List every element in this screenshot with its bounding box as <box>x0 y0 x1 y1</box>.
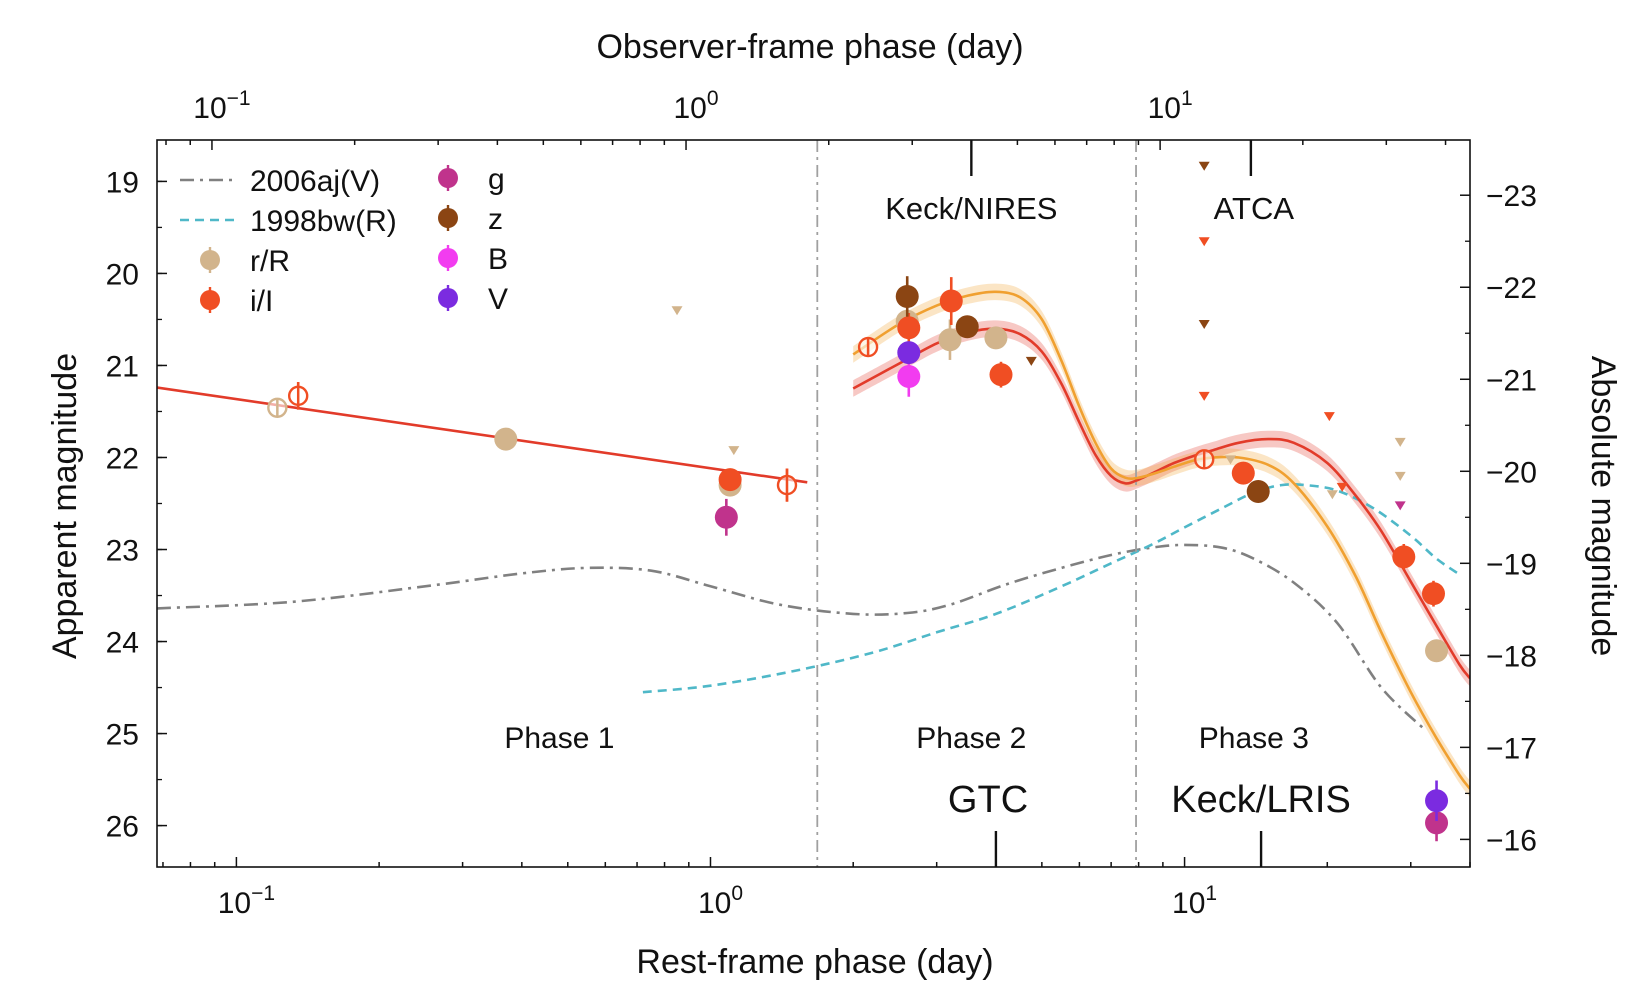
upper-limit-marker <box>1198 161 1210 171</box>
legend-r-r-label: r/R <box>250 245 290 278</box>
y-tick-label: 23 <box>106 535 139 568</box>
legend-g-marker <box>438 168 458 188</box>
phase-dividers-layer <box>816 140 1137 867</box>
y-tick-label: 22 <box>106 442 139 475</box>
upper-limit-marker <box>1326 490 1338 500</box>
y-tick-label: 26 <box>106 811 139 844</box>
right-y-tick-label: −23 <box>1486 180 1537 213</box>
y-tick-label: 24 <box>106 627 139 660</box>
x-tick-label: 10−1 <box>218 882 275 920</box>
i-i-point <box>1392 545 1416 569</box>
phase-label: Phase 1 <box>504 722 614 755</box>
y-tick-label: 25 <box>106 719 139 752</box>
upper-limit-marker <box>1336 482 1348 492</box>
upper-limit-marker <box>1323 412 1335 422</box>
phase-1-fit-line <box>157 386 808 484</box>
legend-v-label: V <box>488 283 508 316</box>
v-point <box>897 341 921 365</box>
instrument-label: Keck/LRIS <box>1171 779 1351 821</box>
upper-limit-marker <box>1198 391 1210 401</box>
legend-v-marker <box>438 288 458 308</box>
legend-i-i-label: i/I <box>250 285 273 318</box>
right-y-tick-label: −20 <box>1486 456 1537 489</box>
instrument-label: GTC <box>948 779 1028 821</box>
i-i-point <box>1421 582 1445 606</box>
model-lines-layer <box>157 290 1470 790</box>
g-point <box>1425 811 1449 835</box>
right-y-tick-label: −21 <box>1486 364 1537 397</box>
r-r-point <box>938 328 962 352</box>
legend-z-label: z <box>488 203 503 236</box>
i-i-point <box>718 468 742 492</box>
1998bw-r-line <box>642 483 1461 694</box>
legend-z-marker <box>438 208 458 228</box>
upper-limit-marker <box>1198 320 1210 330</box>
y-tick-label: 19 <box>106 166 139 199</box>
right-y-tick-label: −16 <box>1486 824 1537 857</box>
g-point <box>714 505 738 529</box>
axes-frame-layer <box>156 139 1471 868</box>
v-point <box>1425 789 1449 813</box>
2006aj-v-line <box>157 543 1425 730</box>
right-y-tick-label: −22 <box>1486 272 1537 305</box>
top-x-tick-label: 101 <box>1148 87 1193 125</box>
right-y-axis-label: Absolute magnitude <box>1584 356 1622 657</box>
x-axis-label: Rest-frame phase (day) <box>636 943 993 981</box>
right-y-tick-label: −17 <box>1486 732 1537 765</box>
r-r-point <box>1425 639 1449 663</box>
legend-i-i-marker <box>200 290 220 310</box>
legend-b-marker <box>438 248 458 268</box>
b-point <box>897 365 921 389</box>
right-y-tick-label: −19 <box>1486 548 1537 581</box>
y-axis-label: Apparent magnitude <box>46 353 84 659</box>
right-y-tick-label: −18 <box>1486 640 1537 673</box>
z-point <box>955 315 979 339</box>
legend-g-label: g <box>488 163 505 196</box>
data-points-layer <box>267 161 1449 842</box>
legend-1998bw-r-label: 1998bw(R) <box>250 205 397 238</box>
upper-limit-marker <box>1198 237 1210 247</box>
i-i-point <box>897 316 921 340</box>
upper-limit-marker <box>1394 437 1406 447</box>
upper-limit-marker <box>671 306 683 316</box>
annotations-layer: 10−1 100 101 10−1 100 101 19 20 21 22 23 24 25 26 −23 −… <box>106 87 1537 920</box>
upper-limit-marker <box>1394 501 1406 511</box>
r-r-point <box>984 326 1008 350</box>
phase-label: Phase 2 <box>916 722 1026 755</box>
instrument-label: Keck/NIRES <box>885 191 1057 226</box>
upper-limit-marker <box>1025 356 1037 366</box>
legend-r-r-marker <box>200 250 220 270</box>
legend-b-label: B <box>488 243 508 276</box>
upper-limit-marker <box>1394 471 1406 481</box>
y-tick-label: 21 <box>106 350 139 383</box>
top-x-tick-label: 10−1 <box>193 87 250 125</box>
phase-label: Phase 3 <box>1199 722 1309 755</box>
x-tick-label: 100 <box>698 882 743 920</box>
upper-limit-marker <box>728 446 740 456</box>
top-x-tick-label: 100 <box>674 87 719 125</box>
r-r-point <box>494 427 518 451</box>
orange-fit-line <box>852 290 1470 790</box>
z-point <box>895 284 919 308</box>
i-i-point <box>939 289 963 313</box>
top-x-axis-label: Observer-frame phase (day) <box>596 28 1023 66</box>
y-tick-label: 20 <box>106 258 139 291</box>
instrument-label: ATCA <box>1214 191 1295 226</box>
plot-frame <box>156 139 1471 868</box>
i-i-point <box>1231 461 1255 485</box>
z-point <box>1246 480 1270 504</box>
legend-2006aj-v-label: 2006aj(V) <box>250 165 380 198</box>
upper-limit-marker <box>1225 455 1237 465</box>
x-tick-label: 101 <box>1172 882 1217 920</box>
i-i-point <box>989 363 1013 387</box>
